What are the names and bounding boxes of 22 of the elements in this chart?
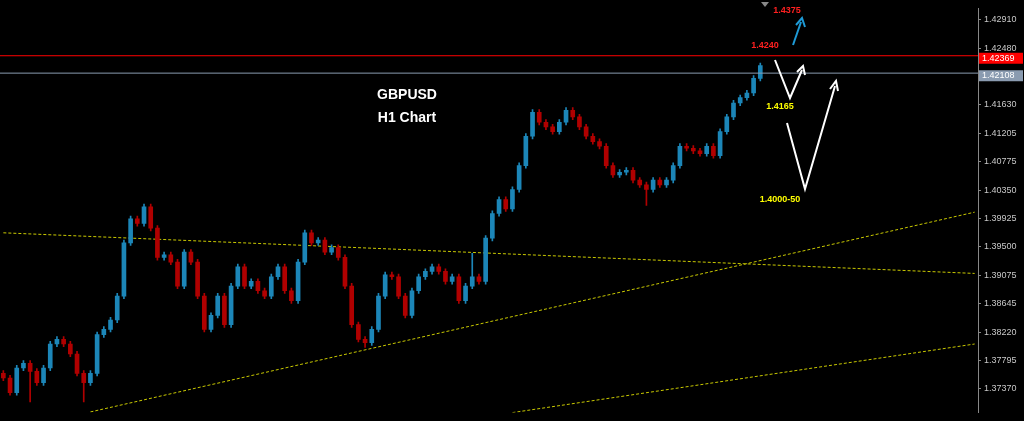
y-tick-label: 1.41630: [984, 99, 1017, 110]
y-tick-label: 1.38645: [984, 298, 1017, 309]
y-tick-label: 1.39075: [984, 269, 1017, 280]
y-tick-label: 1.37370: [984, 383, 1017, 394]
annotation: 1.4375: [773, 5, 801, 16]
annotation: 1.4000-50: [759, 194, 801, 205]
ref-line-label: 1.42369: [982, 52, 1015, 63]
y-tick-label: 1.39925: [984, 212, 1017, 223]
y-tick-label: 1.42480: [984, 42, 1017, 53]
y-tick-label: 1.42910: [984, 14, 1017, 25]
y-tick-label: 1.40775: [984, 156, 1017, 167]
y-tick-label: 1.40350: [984, 184, 1017, 195]
y-tick-label: 1.38220: [984, 326, 1017, 337]
candlestick: [27, 360, 33, 403]
annotation: 1.4165: [766, 101, 794, 112]
y-tick-label: 1.39500: [984, 241, 1017, 252]
annotation: 1.4240: [751, 40, 779, 51]
text: GBPUSD: [377, 85, 437, 102]
ref-line-label: 1.42108: [982, 70, 1015, 81]
y-tick-label: 1.37795: [984, 354, 1017, 365]
y-tick-label: 1.41205: [984, 127, 1017, 138]
text: H1 Chart: [377, 108, 437, 125]
